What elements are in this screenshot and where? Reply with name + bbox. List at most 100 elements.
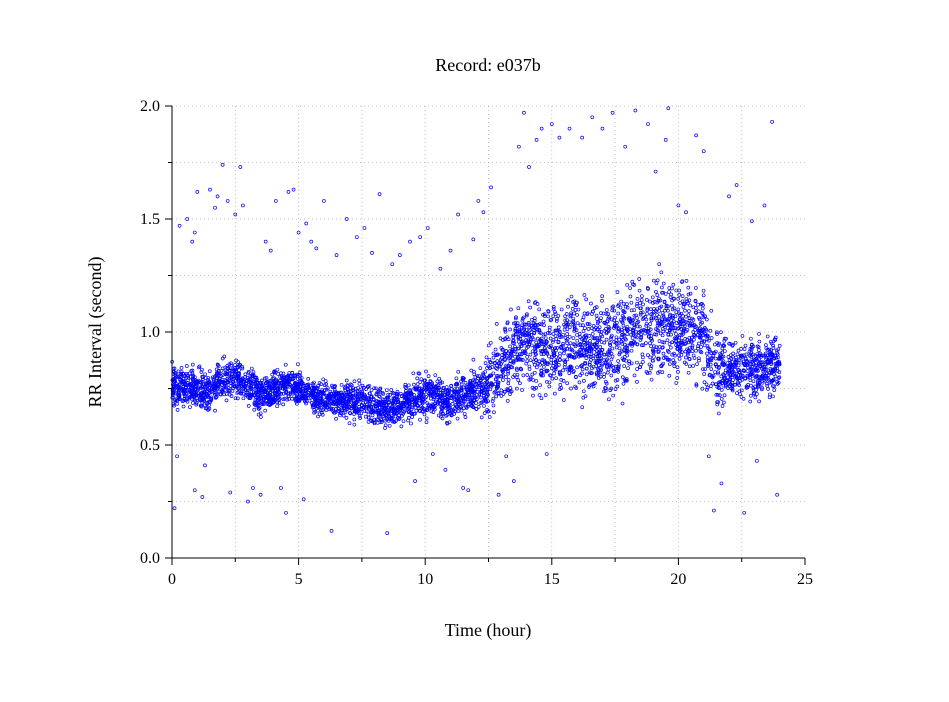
outlier-point — [314, 246, 319, 251]
data-point — [656, 328, 661, 333]
outlier-point — [481, 210, 486, 215]
data-point — [615, 384, 620, 389]
data-point — [589, 301, 593, 306]
outlier-point — [448, 248, 453, 253]
data-point — [777, 361, 782, 365]
data-point — [649, 316, 654, 321]
data-point — [461, 399, 466, 404]
data-point — [657, 314, 661, 319]
data-point — [367, 415, 371, 420]
data-point — [491, 371, 496, 376]
data-point — [767, 395, 772, 400]
data-point — [595, 354, 600, 359]
data-point — [202, 389, 207, 393]
data-point — [720, 362, 725, 367]
data-point — [203, 372, 208, 377]
data-point — [597, 350, 602, 355]
data-point — [424, 408, 429, 413]
data-point — [480, 386, 484, 391]
data-point — [283, 386, 287, 390]
data-point — [637, 277, 642, 281]
data-point — [719, 397, 724, 401]
data-point — [417, 371, 422, 376]
data-point — [190, 362, 195, 367]
data-point — [692, 323, 697, 327]
data-point — [719, 330, 723, 335]
data-point — [410, 415, 414, 419]
data-point — [583, 335, 588, 340]
outlier-point — [684, 210, 688, 215]
data-point — [475, 379, 479, 383]
data-point — [331, 402, 336, 406]
data-point — [675, 365, 680, 370]
data-point — [661, 361, 665, 366]
outlier-point — [344, 217, 349, 221]
data-point — [281, 371, 286, 376]
data-point — [317, 405, 322, 410]
y-tick-label: 0.5 — [140, 437, 160, 454]
data-point — [359, 397, 363, 402]
data-point — [492, 410, 496, 415]
data-point — [742, 353, 746, 358]
data-point — [499, 388, 504, 393]
data-point — [771, 368, 776, 373]
data-point — [409, 421, 413, 426]
data-point — [357, 378, 361, 383]
data-point — [571, 369, 576, 373]
data-point — [527, 342, 532, 347]
data-point — [539, 396, 544, 401]
data-point — [543, 342, 548, 347]
data-point — [596, 319, 601, 324]
data-point — [346, 400, 350, 404]
data-point — [599, 330, 604, 334]
data-point — [295, 377, 300, 381]
outlier-point — [190, 239, 195, 244]
data-point — [315, 404, 320, 409]
data-point — [388, 393, 392, 397]
data-point — [424, 420, 429, 425]
data-point — [439, 414, 443, 419]
data-point — [282, 396, 287, 401]
data-point — [514, 323, 519, 328]
data-point — [453, 403, 458, 407]
data-point — [296, 362, 300, 367]
data-point — [666, 358, 671, 362]
data-point — [253, 400, 258, 405]
data-point — [306, 377, 311, 381]
outlier-point — [418, 235, 422, 239]
data-point — [604, 308, 609, 312]
data-point — [612, 308, 617, 313]
outlier-point — [762, 203, 767, 208]
outlier-point — [185, 217, 190, 221]
data-point — [694, 348, 698, 353]
data-point — [513, 344, 517, 349]
data-point — [426, 403, 431, 407]
data-point — [539, 322, 544, 327]
data-point — [758, 360, 763, 365]
outlier-point — [476, 199, 481, 203]
outlier-point — [225, 199, 230, 203]
data-point — [745, 359, 749, 363]
data-point — [309, 401, 314, 405]
data-point — [225, 380, 230, 385]
data-point — [745, 369, 750, 373]
data-point — [525, 333, 530, 338]
data-point — [412, 401, 417, 406]
data-point — [720, 350, 725, 355]
data-point — [705, 333, 710, 338]
data-point — [616, 369, 621, 374]
data-point — [407, 402, 412, 406]
data-point — [600, 298, 604, 303]
data-point — [676, 296, 681, 301]
data-point — [516, 354, 521, 359]
data-point — [754, 388, 759, 392]
outlier-point — [329, 529, 334, 533]
data-point — [672, 364, 677, 369]
data-point — [253, 386, 258, 390]
data-point — [336, 408, 341, 413]
data-point — [543, 332, 548, 337]
data-point — [444, 397, 449, 402]
data-point — [310, 386, 314, 390]
data-point — [661, 329, 666, 334]
data-point — [236, 371, 241, 376]
